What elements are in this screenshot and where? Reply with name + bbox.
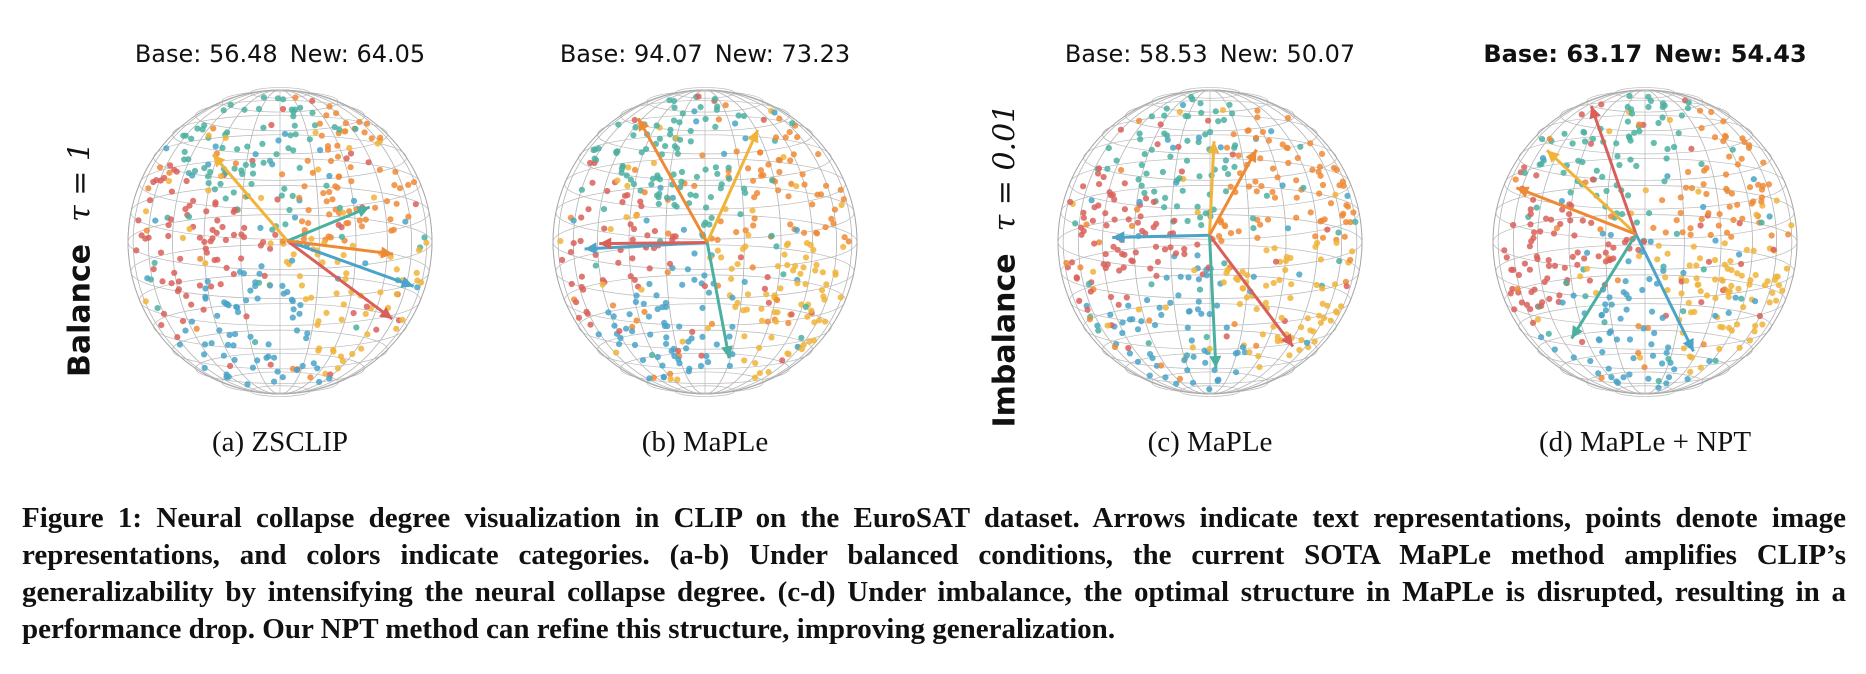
arrow-head bbox=[1516, 186, 1530, 198]
arrow-head bbox=[1281, 333, 1293, 347]
arrow-head bbox=[1245, 149, 1257, 163]
sphere-wireframe bbox=[1492, 87, 1798, 397]
arrow-head bbox=[380, 246, 394, 259]
arrow bbox=[1570, 233, 1638, 340]
base-score: Base: 56.48 bbox=[134, 40, 278, 68]
row-label-word: Balance bbox=[62, 243, 98, 378]
panel-caption: (b) MaPLe bbox=[641, 426, 769, 458]
arrow-head bbox=[599, 237, 612, 250]
arrow-head bbox=[584, 242, 597, 255]
text-arrows bbox=[1112, 141, 1295, 369]
arrow-head bbox=[747, 130, 759, 144]
arrow-head bbox=[1207, 141, 1220, 154]
arrow-head bbox=[638, 118, 650, 132]
arrow bbox=[1545, 149, 1638, 236]
arrow bbox=[1208, 141, 1216, 236]
arrow bbox=[1634, 233, 1695, 353]
text-arrows bbox=[584, 117, 760, 359]
row-label-word: Imbalance bbox=[987, 253, 1023, 428]
arrow-head bbox=[1571, 325, 1583, 339]
sphere-plot bbox=[1492, 87, 1798, 397]
panel-b: Base: 94.07 New: 73.23 (b) MaPLe bbox=[535, 30, 875, 458]
row-label-imbalance: Imbalance τ = 0.01 bbox=[987, 104, 1023, 428]
image-points bbox=[133, 94, 430, 388]
new-score: New: 54.43 bbox=[1654, 40, 1807, 68]
arrow-head bbox=[1209, 355, 1222, 369]
new-score: New: 64.05 bbox=[289, 40, 426, 68]
arrow-head bbox=[212, 154, 226, 168]
score-label: Base: 56.48 New: 64.05 bbox=[110, 40, 450, 68]
score-label: Base: 94.07 New: 73.23 bbox=[535, 40, 875, 68]
arrow-head bbox=[1682, 338, 1694, 352]
arrow bbox=[1208, 148, 1258, 236]
panel-d: Base: 63.17 New: 54.43 (d) MaPLe + NPT bbox=[1475, 30, 1815, 458]
score-label: Base: 63.17 New: 54.43 bbox=[1475, 40, 1815, 68]
arrow bbox=[1589, 105, 1638, 235]
arrow-head bbox=[1112, 231, 1125, 244]
panel-a: Base: 56.48 New: 64.05 (a) ZSCLIP bbox=[110, 30, 450, 458]
row-label-tau: τ = 1 bbox=[62, 141, 98, 222]
arrow bbox=[636, 117, 709, 244]
image-points bbox=[1501, 92, 1795, 391]
panel-caption: (d) MaPLe + NPT bbox=[1538, 426, 1752, 458]
arrow bbox=[705, 242, 731, 359]
arrow bbox=[287, 239, 394, 256]
figure-caption: Figure 1: Neural collapse degree visuali… bbox=[22, 502, 1846, 645]
text-arrows bbox=[1515, 105, 1695, 353]
arrow-head bbox=[400, 276, 414, 288]
arrow bbox=[211, 153, 289, 242]
arrow bbox=[286, 239, 394, 321]
image-points bbox=[1063, 93, 1359, 393]
sphere-plot bbox=[1057, 87, 1363, 397]
arrow bbox=[705, 129, 760, 244]
row-label-balance: Balance τ = 1 bbox=[63, 110, 98, 410]
row-label-tau: τ = 0.01 bbox=[987, 103, 1023, 232]
arrow-head bbox=[1589, 106, 1601, 120]
panel-c: Base: 58.53 New: 50.07 (c) MaPLe bbox=[1040, 30, 1380, 458]
sphere-wireframe bbox=[1057, 87, 1363, 397]
arrow bbox=[286, 239, 415, 288]
arrow bbox=[599, 241, 708, 246]
base-score: Base: 58.53 bbox=[1064, 40, 1208, 68]
text-arrows bbox=[211, 153, 415, 321]
sphere-plot bbox=[127, 87, 433, 397]
arrow-head bbox=[1546, 150, 1560, 163]
arrow bbox=[286, 205, 371, 243]
base-score: Base: 63.17 bbox=[1483, 40, 1643, 68]
new-score: New: 73.23 bbox=[714, 40, 851, 68]
arrow bbox=[1515, 186, 1637, 236]
arrow bbox=[1112, 233, 1210, 239]
base-score: Base: 94.07 bbox=[559, 40, 703, 68]
arrow bbox=[1208, 234, 1295, 348]
panel-caption: (a) ZSCLIP bbox=[211, 426, 349, 458]
arrow bbox=[1208, 235, 1218, 369]
panel-caption: (c) MaPLe bbox=[1147, 426, 1273, 458]
arrow-head bbox=[721, 345, 733, 359]
arrow-head bbox=[356, 206, 370, 218]
score-label: Base: 58.53 New: 50.07 bbox=[1040, 40, 1380, 68]
new-score: New: 50.07 bbox=[1219, 40, 1356, 68]
sphere-plot bbox=[552, 87, 858, 397]
image-points bbox=[557, 93, 852, 383]
arrow-head bbox=[379, 307, 393, 319]
